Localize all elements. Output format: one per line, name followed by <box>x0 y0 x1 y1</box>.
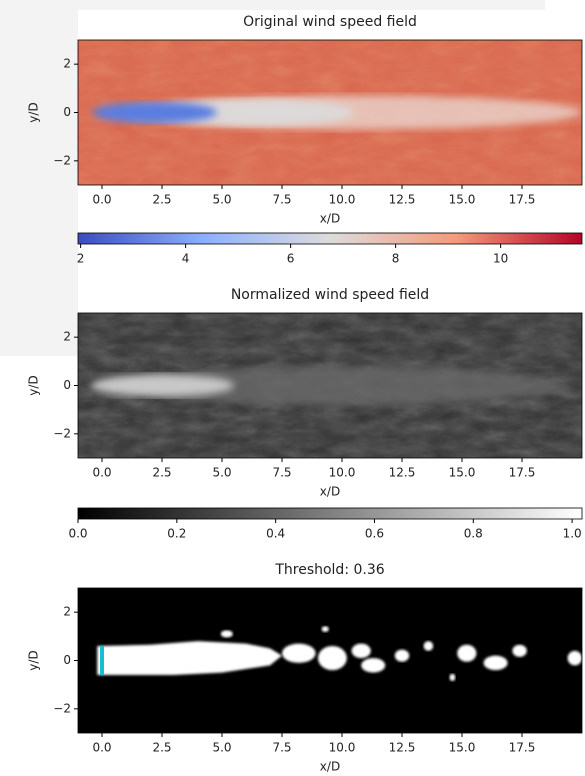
y-tick-label: 0 <box>63 653 71 667</box>
mask-region <box>318 646 347 671</box>
chart-title: Normalized wind speed field <box>231 287 429 303</box>
x-tick-label: 7.5 <box>272 193 291 207</box>
mask-region <box>449 673 456 682</box>
mask-region <box>97 641 282 675</box>
wake <box>126 366 558 405</box>
x-tick-label: 5.0 <box>212 741 231 755</box>
x-tick-label: 7.5 <box>272 466 291 480</box>
colorbar-tick-label: 4 <box>182 252 190 266</box>
colorbar-tick-label: 10 <box>493 252 508 266</box>
image <box>78 40 582 185</box>
colorbar-tick-label: 8 <box>392 252 400 266</box>
notebook-background <box>0 0 545 10</box>
x-tick-label: 12.5 <box>389 193 416 207</box>
image <box>78 588 582 733</box>
colorbar-tick-label: 0.8 <box>464 527 483 541</box>
mask-region <box>361 658 386 673</box>
x-tick-label: 5.0 <box>212 466 231 480</box>
y-tick-label: −2 <box>53 153 71 167</box>
y-axis-label: y/D <box>27 375 41 395</box>
mask-region <box>567 650 582 666</box>
x-tick-label: 2.5 <box>152 741 171 755</box>
mask-region <box>220 630 233 638</box>
mask-region <box>457 644 477 662</box>
y-tick-label: 2 <box>63 57 71 71</box>
mask-region <box>512 644 527 657</box>
y-tick-label: 0 <box>63 105 71 119</box>
image <box>78 313 582 458</box>
x-tick-label: 0.0 <box>92 193 111 207</box>
x-tick-label: 0.0 <box>92 466 111 480</box>
colorbar-tick-label: 0.2 <box>167 527 186 541</box>
x-tick-label: 2.5 <box>152 466 171 480</box>
x-tick-label: 10.0 <box>329 466 356 480</box>
mask-region <box>321 626 329 632</box>
x-tick-label: 2.5 <box>152 193 171 207</box>
x-tick-label: 7.5 <box>272 741 291 755</box>
x-tick-label: 10.0 <box>329 193 356 207</box>
mask-region <box>394 649 410 662</box>
wake-core <box>90 374 234 397</box>
chart-title: Threshold: 0.36 <box>274 562 384 578</box>
notebook-background <box>0 0 78 356</box>
colorbar-tick-label: 6 <box>287 252 295 266</box>
mask-region <box>423 641 434 651</box>
colorbar <box>77 507 583 520</box>
y-tick-label: 2 <box>63 605 71 619</box>
y-tick-label: 0 <box>63 378 71 392</box>
chart-title: Original wind speed field <box>243 14 417 30</box>
x-tick-label: 12.5 <box>389 741 416 755</box>
y-tick-label: −2 <box>53 426 71 440</box>
y-tick-label: −2 <box>53 701 71 715</box>
x-tick-label: 10.0 <box>329 741 356 755</box>
x-axis-label: x/D <box>320 760 340 774</box>
x-tick-label: 17.5 <box>509 193 536 207</box>
mask-region <box>282 643 316 663</box>
y-axis-label: y/D <box>27 650 41 670</box>
x-tick-label: 15.0 <box>449 466 476 480</box>
mask-region <box>351 643 371 659</box>
colorbar-tick-label: 0.6 <box>365 527 384 541</box>
x-tick-label: 15.0 <box>449 193 476 207</box>
colorbar-tick-label: 2 <box>77 252 85 266</box>
mask-region <box>483 655 508 671</box>
x-tick-label: 0.0 <box>92 741 111 755</box>
x-tick-label: 12.5 <box>389 466 416 480</box>
colorbar-tick-label: 0.4 <box>266 527 285 541</box>
x-tick-label: 17.5 <box>509 466 536 480</box>
colorbar <box>77 232 583 245</box>
x-tick-label: 15.0 <box>449 741 476 755</box>
wake-core <box>92 101 218 124</box>
colorbar-tick-label: 0.0 <box>68 527 87 541</box>
x-axis-label: x/D <box>320 212 340 226</box>
x-axis-label: x/D <box>320 485 340 499</box>
y-axis-label: y/D <box>27 102 41 122</box>
y-tick-label: 2 <box>63 330 71 344</box>
x-tick-label: 5.0 <box>212 193 231 207</box>
colorbar-tick-label: 1.0 <box>563 527 582 541</box>
x-tick-label: 17.5 <box>509 741 536 755</box>
wake <box>162 99 354 126</box>
